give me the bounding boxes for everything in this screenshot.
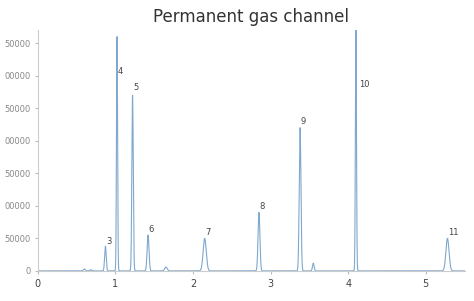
Text: 10: 10 xyxy=(359,80,370,89)
Text: 8: 8 xyxy=(260,202,265,211)
Text: 3: 3 xyxy=(106,237,111,246)
Text: 4: 4 xyxy=(118,67,123,76)
Title: Permanent gas channel: Permanent gas channel xyxy=(153,8,349,26)
Text: 7: 7 xyxy=(205,228,211,237)
Text: 11: 11 xyxy=(448,228,459,237)
Text: 6: 6 xyxy=(149,225,154,234)
Text: 9: 9 xyxy=(301,117,306,126)
Text: 5: 5 xyxy=(133,83,138,92)
